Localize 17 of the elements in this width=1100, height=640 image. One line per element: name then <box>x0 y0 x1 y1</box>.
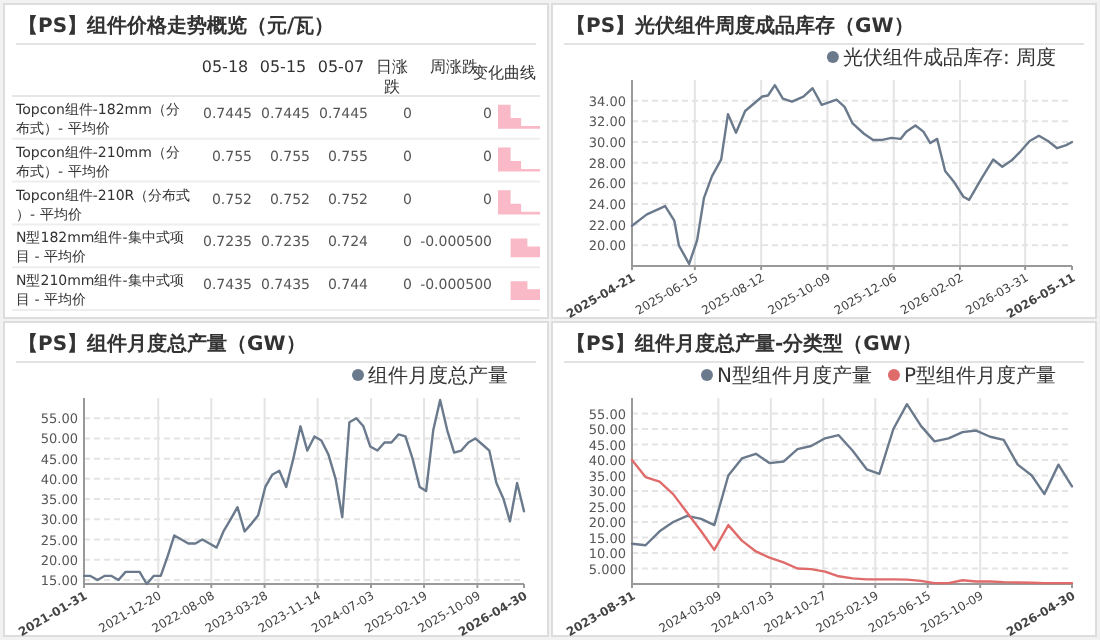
legend-label: P型组件月度产量 <box>903 364 1056 388</box>
line-series <box>630 83 1074 266</box>
text: 变化曲线 <box>472 64 536 82</box>
text: 周涨跌 <box>430 58 478 76</box>
chart-title: 【PS】组件月度总产量-分类型（GW） <box>566 332 922 356</box>
legend-label: 光伏组件成品库存: 周度 <box>842 46 1056 70</box>
text: 05-15 <box>259 58 307 76</box>
series-label: 05-18 <box>201 58 249 76</box>
chart-title: 【PS】组件月度总产量（GW） <box>18 332 306 356</box>
text: 日涨跌 <box>376 58 408 96</box>
text: 05-07 <box>317 58 365 76</box>
line-series <box>82 398 526 586</box>
text: 【PS】组件价格走势概览（元/瓦） <box>18 14 335 38</box>
line-series <box>630 403 1074 547</box>
legend-label: 组件月度总产量 <box>368 364 508 388</box>
legend-label: N型组件月度产量 <box>716 364 872 388</box>
chart-title: 【PS】光伏组件周度成品库存（GW） <box>566 14 914 38</box>
